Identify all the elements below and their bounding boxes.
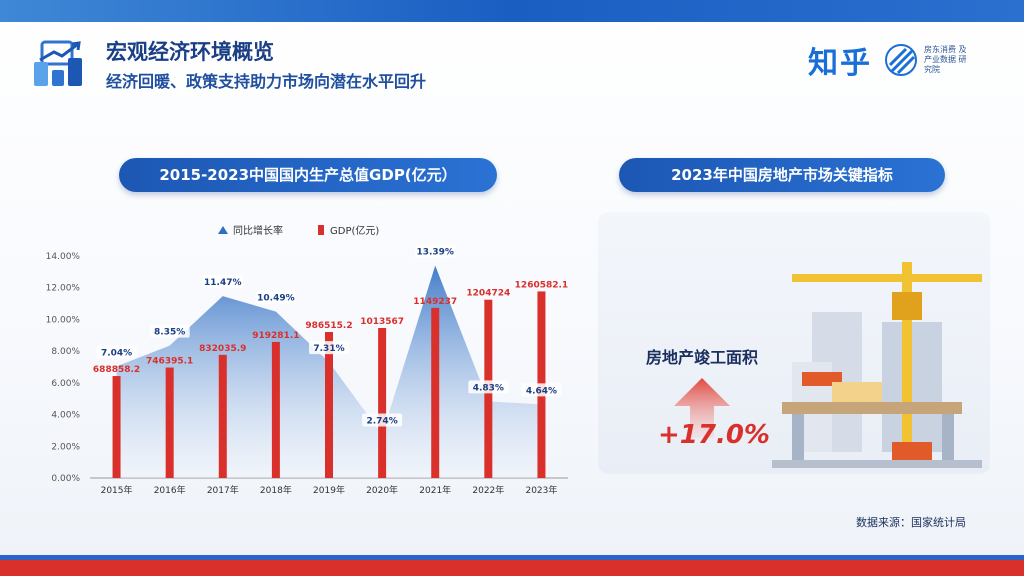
gdp-bar-label: 919281.1 [252,331,299,341]
x-tick-label: 2020年 [366,484,398,496]
up-arrow-icon [674,378,730,438]
left-section-title: 2015-2023中国国内生产总值GDP(亿元） [119,158,497,192]
page-subtitle: 经济回暖、政策支持助力市场向潜在水平回升 [106,72,427,91]
gdp-bar [165,367,174,478]
growth-rate-label: 11.47% [204,278,242,288]
y-tick-label: 14.00% [46,252,81,262]
gdp-bar [325,331,333,478]
gdp-bar-label: 1260582.1 [515,280,569,290]
growth-rate-label: 8.35% [154,328,185,338]
growth-label-badge [149,324,190,338]
brand-mark-icon [885,44,917,76]
kpi-label: 房地产竣工面积 [646,348,759,367]
gdp-bar [112,376,121,478]
bottom-accent [0,555,1024,560]
growth-chart-icon [34,40,82,86]
y-tick-label: 4.00% [51,411,80,421]
growth-rate-label: 4.83% [473,383,504,393]
x-tick-label: 2015年 [101,484,133,496]
brand-name: 知乎 [808,46,872,81]
data-source: 数据来源：国家统计局 [856,516,966,529]
legend-area-swatch [218,226,228,234]
gdp-bar-label: 1204724 [466,289,510,299]
gdp-bar-label: 832035.9 [199,344,246,354]
x-tick-label: 2017年 [207,484,239,496]
bottom-bar [0,560,1024,576]
growth-rate-label: 7.04% [101,348,132,358]
right-section-title: 2023年中国房地产市场关键指标 [619,158,945,192]
growth-rate-label: 2.74% [366,417,397,427]
growth-label-badge [362,413,403,427]
gdp-bar-label: 688858.2 [93,365,140,375]
y-tick-label: 0.00% [51,474,80,484]
growth-label-badge [255,290,296,304]
kpi-value: +17.0% [658,420,770,450]
growth-rate-label: 7.31% [313,344,344,354]
y-tick-label: 10.00% [46,315,81,325]
x-tick-label: 2022年 [472,484,504,496]
x-tick-label: 2021年 [419,484,451,496]
page-title: 宏观经济环境概览 [106,40,274,64]
growth-label-badge [521,383,562,397]
y-tick-label: 2.00% [51,442,80,452]
growth-label-badge [309,341,349,355]
growth-rate-label: 13.39% [416,248,454,258]
growth-rate-label: 10.49% [257,294,295,304]
gdp-bar-label: 986515.2 [305,321,352,331]
gdp-bar [271,341,280,478]
brand: 知乎 房东消费 及产业数据 研究院 [808,38,968,82]
growth-rate-label: 4.64% [526,386,557,396]
legend-growth-rate: 同比增长率 [233,224,283,237]
gdp-bar-label: 1149237 [413,297,457,307]
growth-label-badge [468,380,509,394]
growth-label-badge [202,275,243,289]
legend-bar-swatch [318,225,324,235]
y-tick-label: 12.00% [46,284,81,294]
y-tick-label: 8.00% [51,347,80,357]
gdp-bar [431,307,440,478]
gdp-bar-label: 1013567 [360,317,404,327]
growth-label-badge [96,345,137,359]
x-tick-label: 2018年 [260,484,292,496]
x-tick-label: 2023年 [525,484,557,496]
gdp-bar [378,327,387,478]
x-tick-label: 2016年 [154,484,186,496]
brand-subtitle: 房东消费 及产业数据 研究院 [924,45,967,74]
legend-gdp: GDP(亿元) [330,224,379,237]
y-tick-label: 6.00% [51,379,80,389]
construction-illustration [772,262,982,468]
growth-label-badge [415,244,456,258]
gdp-bar [218,354,227,478]
top-bar [0,0,1024,22]
x-tick-label: 2019年 [313,484,345,496]
gdp-bar-label: 746395.1 [146,357,193,367]
gdp-chart: 0.00% 2.00% 4.00% 6.00% 8.00% 10.00% 12.00% 14.… [46,224,569,496]
